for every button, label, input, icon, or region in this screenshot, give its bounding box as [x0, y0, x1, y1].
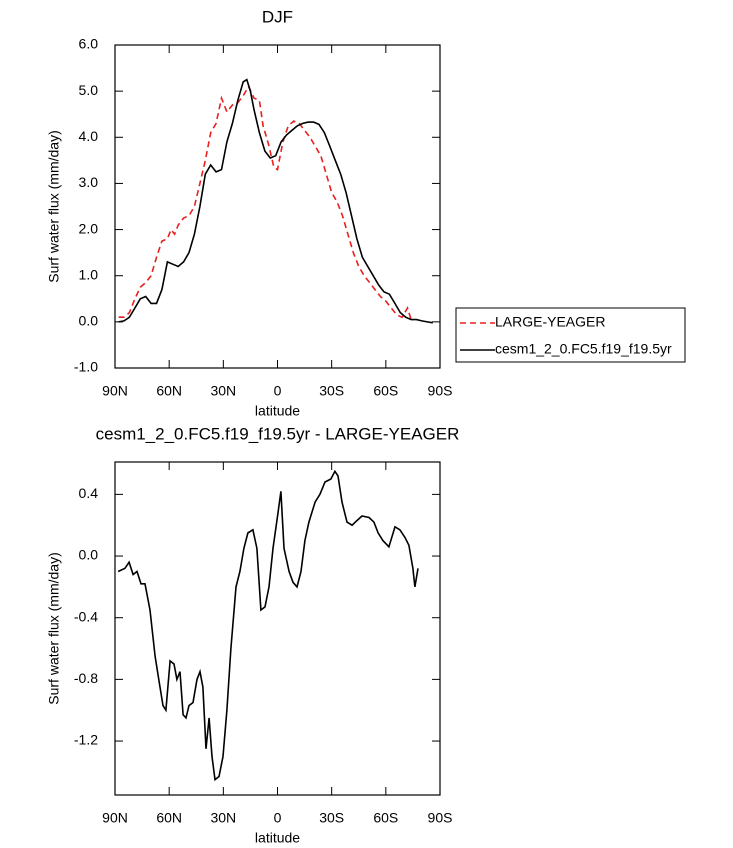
y-axis-label: Surf water flux (mm/day) [46, 130, 62, 282]
legend-label: LARGE-YEAGER [495, 314, 605, 330]
x-tick-label: 30N [210, 810, 236, 826]
data-line [117, 469, 419, 782]
x-tick-label: 60S [373, 810, 398, 826]
x-axis-label: latitude [255, 403, 300, 419]
y-tick-label: 0.4 [79, 485, 99, 501]
plot-frame [114, 44, 441, 369]
y-tick-label: 6.0 [79, 36, 99, 52]
y-tick-label: -1.2 [74, 732, 98, 748]
x-axis-label: latitude [255, 830, 300, 846]
x-tick-label: 90S [428, 383, 453, 399]
chart-title: DJF [262, 7, 293, 26]
x-tick-label: 0 [274, 810, 282, 826]
y-tick-label: 0.0 [79, 547, 99, 563]
x-tick-label: 0 [274, 383, 282, 399]
chart-title: cesm1_2_0.FC5.f19_f19.5yr - LARGE-YEAGER [96, 424, 460, 443]
x-tick-label: 30S [319, 810, 344, 826]
x-tick-label: 60S [373, 383, 398, 399]
legend-label: cesm1_2_0.FC5.f19_f19.5yr [495, 341, 672, 357]
x-tick-label: 60N [156, 383, 182, 399]
x-tick-label: 30S [319, 383, 344, 399]
y-tick-label: 5.0 [79, 82, 99, 98]
plot-frame [114, 461, 441, 796]
x-tick-label: 30N [210, 383, 236, 399]
y-tick-label: -0.8 [74, 670, 98, 686]
x-tick-label: 90S [428, 810, 453, 826]
x-tick-label: 90N [102, 383, 128, 399]
legend-box [455, 307, 686, 363]
data-line [118, 78, 433, 324]
y-tick-label: 2.0 [79, 220, 99, 236]
x-tick-label: 90N [102, 810, 128, 826]
y-tick-label: 0.0 [79, 313, 99, 329]
y-tick-label: 1.0 [79, 266, 99, 282]
y-tick-label: -1.0 [74, 359, 98, 375]
x-tick-label: 60N [156, 810, 182, 826]
data-line [118, 84, 412, 320]
y-tick-label: 3.0 [79, 174, 99, 190]
y-tick-label: -0.4 [74, 608, 98, 624]
y-tick-label: 4.0 [79, 128, 99, 144]
y-axis-label: Surf water flux (mm/day) [46, 552, 62, 704]
